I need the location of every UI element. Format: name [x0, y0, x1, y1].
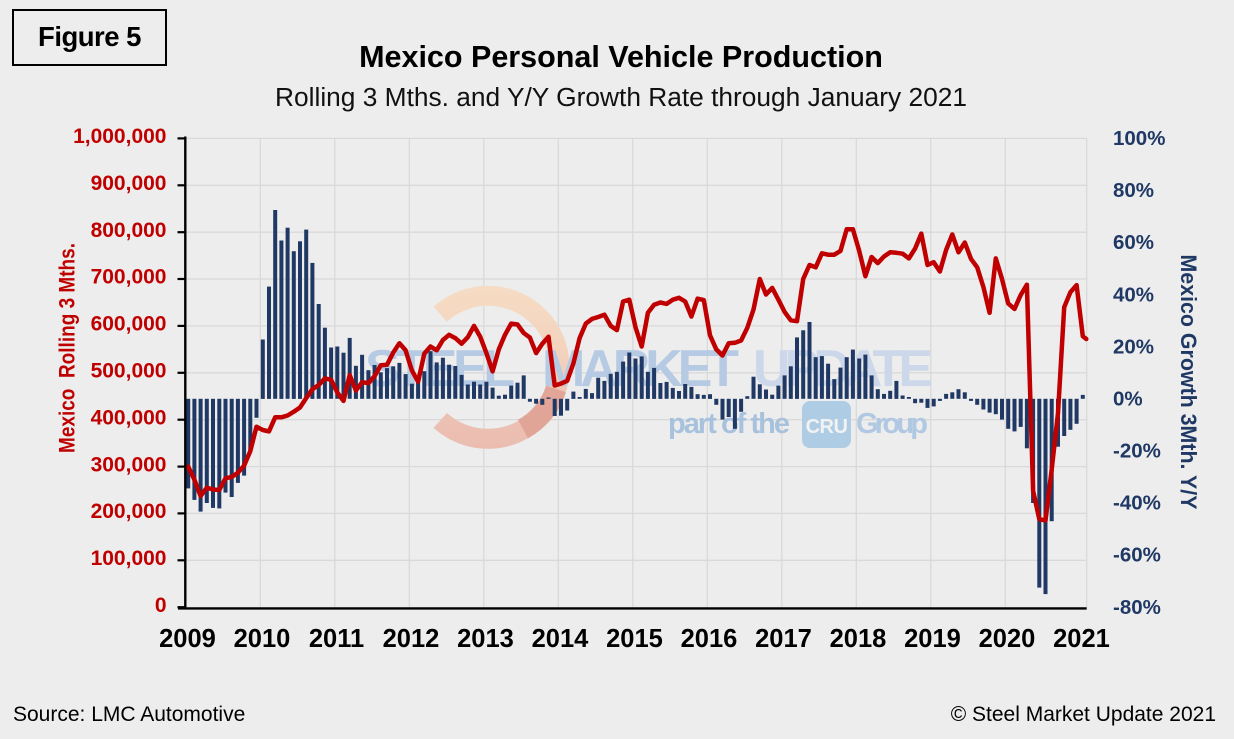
svg-text:2015: 2015: [606, 625, 663, 653]
svg-text:2009: 2009: [159, 625, 216, 653]
svg-text:200,000: 200,000: [91, 500, 167, 523]
svg-text:2019: 2019: [904, 625, 961, 653]
svg-text:-80%: -80%: [1113, 596, 1161, 619]
svg-text:0: 0: [155, 594, 167, 617]
svg-text:40%: 40%: [1113, 283, 1154, 306]
svg-text:2016: 2016: [681, 625, 738, 653]
svg-text:-60%: -60%: [1113, 544, 1161, 567]
svg-text:20%: 20%: [1113, 335, 1154, 358]
svg-text:0%: 0%: [1113, 387, 1143, 410]
svg-text:100,000: 100,000: [91, 547, 167, 570]
svg-text:700,000: 700,000: [91, 266, 167, 289]
svg-text:80%: 80%: [1113, 179, 1154, 202]
svg-text:2020: 2020: [979, 625, 1036, 653]
svg-text:2012: 2012: [383, 625, 440, 653]
svg-text:600,000: 600,000: [91, 313, 167, 336]
svg-text:500,000: 500,000: [91, 360, 167, 383]
svg-text:60%: 60%: [1113, 231, 1154, 254]
svg-text:900,000: 900,000: [91, 172, 167, 195]
svg-text:300,000: 300,000: [91, 453, 167, 476]
svg-text:100%: 100%: [1113, 127, 1165, 150]
svg-text:2010: 2010: [234, 625, 291, 653]
svg-text:2013: 2013: [457, 625, 514, 653]
svg-text:CRU: CRU: [806, 416, 848, 438]
svg-text:2021: 2021: [1053, 625, 1110, 653]
svg-text:2017: 2017: [755, 625, 812, 653]
svg-text:2014: 2014: [532, 625, 590, 653]
svg-text:2011: 2011: [309, 625, 364, 653]
svg-text:Mexico Growth 3Mth. Y/Y: Mexico Growth 3Mth. Y/Y: [1176, 255, 1201, 510]
svg-text:Mexico Rolling 3 Mths.: Mexico Rolling 3 Mths.: [55, 243, 80, 453]
svg-text:Group: Group: [856, 408, 928, 440]
svg-text:-40%: -40%: [1113, 492, 1161, 515]
svg-text:400,000: 400,000: [91, 406, 167, 429]
svg-text:1,000,000: 1,000,000: [73, 125, 166, 148]
svg-text:-20%: -20%: [1113, 440, 1161, 463]
svg-text:2018: 2018: [830, 625, 887, 653]
svg-text:800,000: 800,000: [91, 219, 167, 242]
